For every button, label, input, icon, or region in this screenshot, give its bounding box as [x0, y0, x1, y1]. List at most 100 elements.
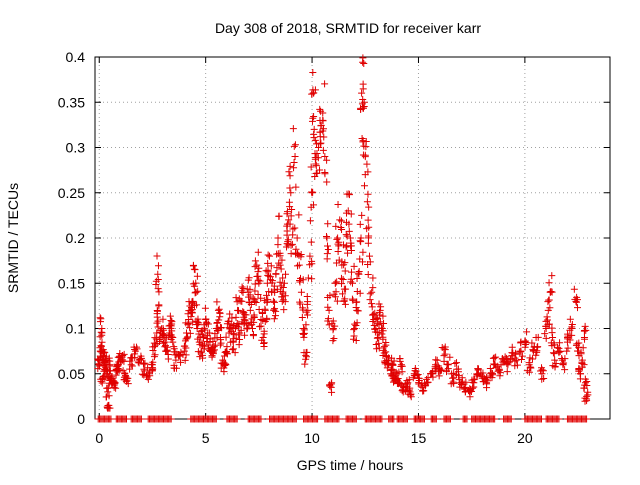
data-point [307, 163, 315, 171]
data-point [503, 368, 511, 376]
data-point [193, 318, 201, 326]
data-point [504, 359, 512, 367]
data-point [268, 277, 276, 285]
data-point [287, 189, 295, 197]
data-point [359, 104, 367, 112]
data-point [153, 307, 161, 315]
data-point [286, 220, 294, 228]
data-point [253, 272, 261, 280]
data-point [568, 321, 576, 329]
data-point [348, 295, 356, 303]
data-point [326, 382, 334, 390]
data-point [517, 356, 525, 364]
data-point [126, 357, 134, 365]
data-point [322, 232, 330, 240]
data-point [281, 298, 289, 306]
data-point [583, 395, 591, 403]
data-point [212, 415, 220, 423]
data-point [102, 393, 110, 401]
data-point [555, 344, 563, 352]
data-point [378, 330, 386, 338]
data-point [290, 159, 298, 167]
data-point [228, 314, 236, 322]
data-point [341, 259, 349, 267]
data-point [308, 275, 316, 283]
data-point [323, 255, 331, 263]
data-point [186, 329, 194, 337]
data-point [525, 368, 533, 376]
data-point [547, 339, 555, 347]
data-point [308, 188, 316, 196]
data-point [284, 238, 292, 246]
data-point [441, 346, 449, 354]
data-point [137, 352, 145, 360]
data-point [339, 276, 347, 284]
data-point [580, 327, 588, 335]
data-point [307, 238, 315, 246]
data-point [359, 96, 367, 104]
data-point [451, 359, 459, 367]
data-point [355, 268, 363, 275]
data-point [286, 184, 294, 192]
data-point [409, 374, 417, 382]
data-point [496, 369, 504, 377]
data-point [534, 333, 542, 341]
data-point [566, 315, 574, 323]
data-point [492, 353, 500, 361]
data-point [338, 258, 346, 266]
data-point [396, 355, 404, 363]
data-point [295, 211, 303, 219]
data-point [100, 348, 108, 356]
data-point [578, 359, 586, 367]
data-point [389, 361, 397, 369]
data-point [189, 280, 197, 288]
data-point [342, 285, 350, 293]
data-point [114, 368, 122, 376]
data-point [467, 388, 475, 396]
data-point [352, 336, 360, 344]
data-point [364, 271, 372, 279]
data-point [332, 288, 340, 296]
data-point [155, 288, 163, 296]
data-point [162, 342, 170, 350]
data-point [317, 139, 325, 147]
y-tick-label: 0.4 [66, 49, 86, 65]
data-point [265, 272, 273, 280]
data-point [550, 350, 558, 358]
data-point [460, 384, 468, 392]
data-point [155, 301, 163, 309]
data-point [264, 266, 272, 274]
data-point [249, 295, 257, 303]
data-point [363, 160, 371, 168]
data-point [324, 220, 332, 228]
data-point [382, 339, 390, 347]
data-point [350, 262, 358, 270]
data-point [285, 216, 293, 224]
data-point [230, 322, 238, 330]
data-point [573, 340, 581, 348]
data-point [98, 379, 106, 387]
data-point [522, 340, 530, 348]
data-point [341, 267, 349, 275]
data-point [380, 319, 388, 327]
data-point [333, 297, 341, 305]
data-point [249, 332, 257, 340]
data-point [581, 394, 589, 402]
data-point [440, 357, 448, 365]
data-point [366, 258, 374, 266]
data-point [321, 80, 329, 88]
data-point [267, 262, 275, 270]
data-point [154, 262, 162, 270]
data-point [369, 274, 377, 282]
data-point [383, 359, 391, 367]
data-point [97, 315, 105, 323]
data-point [420, 415, 428, 423]
data-point [556, 339, 564, 347]
data-point [335, 415, 343, 423]
data-point [213, 298, 221, 306]
data-point [483, 380, 491, 388]
data-point [555, 415, 563, 423]
data-point [334, 234, 342, 242]
data-point [275, 212, 283, 220]
data-point [261, 318, 269, 326]
